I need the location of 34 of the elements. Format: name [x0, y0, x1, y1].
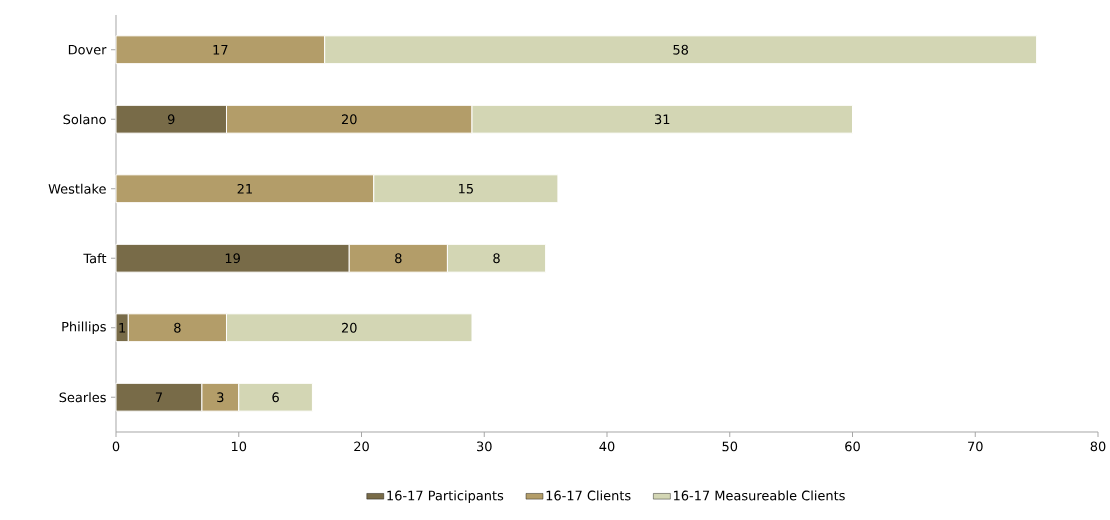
x-tick-label: 10	[231, 441, 247, 452]
data-label: 19	[225, 253, 240, 264]
x-tick-label: 40	[599, 441, 615, 452]
x-tick-label: 50	[722, 441, 738, 452]
data-label: 8	[174, 322, 181, 333]
data-label: 20	[341, 114, 357, 125]
y-tick-label: Solano	[63, 114, 106, 125]
y-tick-label: Dover	[68, 44, 107, 55]
x-tick-label: 30	[477, 441, 492, 452]
data-label: 8	[493, 253, 500, 264]
data-label: 17	[213, 45, 228, 55]
data-label: 20	[341, 322, 357, 333]
x-tick-label: 0	[112, 441, 120, 452]
data-label: 15	[459, 183, 473, 194]
y-tick-label: Taft	[83, 253, 107, 264]
data-label: 8	[395, 253, 402, 264]
x-tick-label: 60	[845, 441, 860, 452]
x-tick-label: 70	[968, 441, 983, 452]
data-label: 31	[654, 114, 670, 125]
x-tick-label: 80	[1090, 441, 1106, 452]
y-tick-label: Phillips	[62, 321, 106, 334]
data-label: 6	[272, 392, 279, 403]
x-tick-label: 20	[354, 441, 369, 452]
data-label: 3	[217, 392, 224, 403]
legend-label: 16-17 Participants	[387, 490, 504, 503]
data-label: 7	[155, 392, 162, 402]
data-label: 9	[167, 114, 175, 125]
y-tick-label: Westlake	[48, 183, 106, 194]
data-label: 58	[673, 44, 689, 55]
data-label: 1	[119, 323, 126, 333]
legend-label: 16-17 Measureable Clients	[673, 490, 845, 501]
data-label: 21	[237, 183, 252, 194]
legend-label: 16-17 Clients	[546, 490, 631, 501]
y-tick-label: Searles	[59, 392, 106, 403]
